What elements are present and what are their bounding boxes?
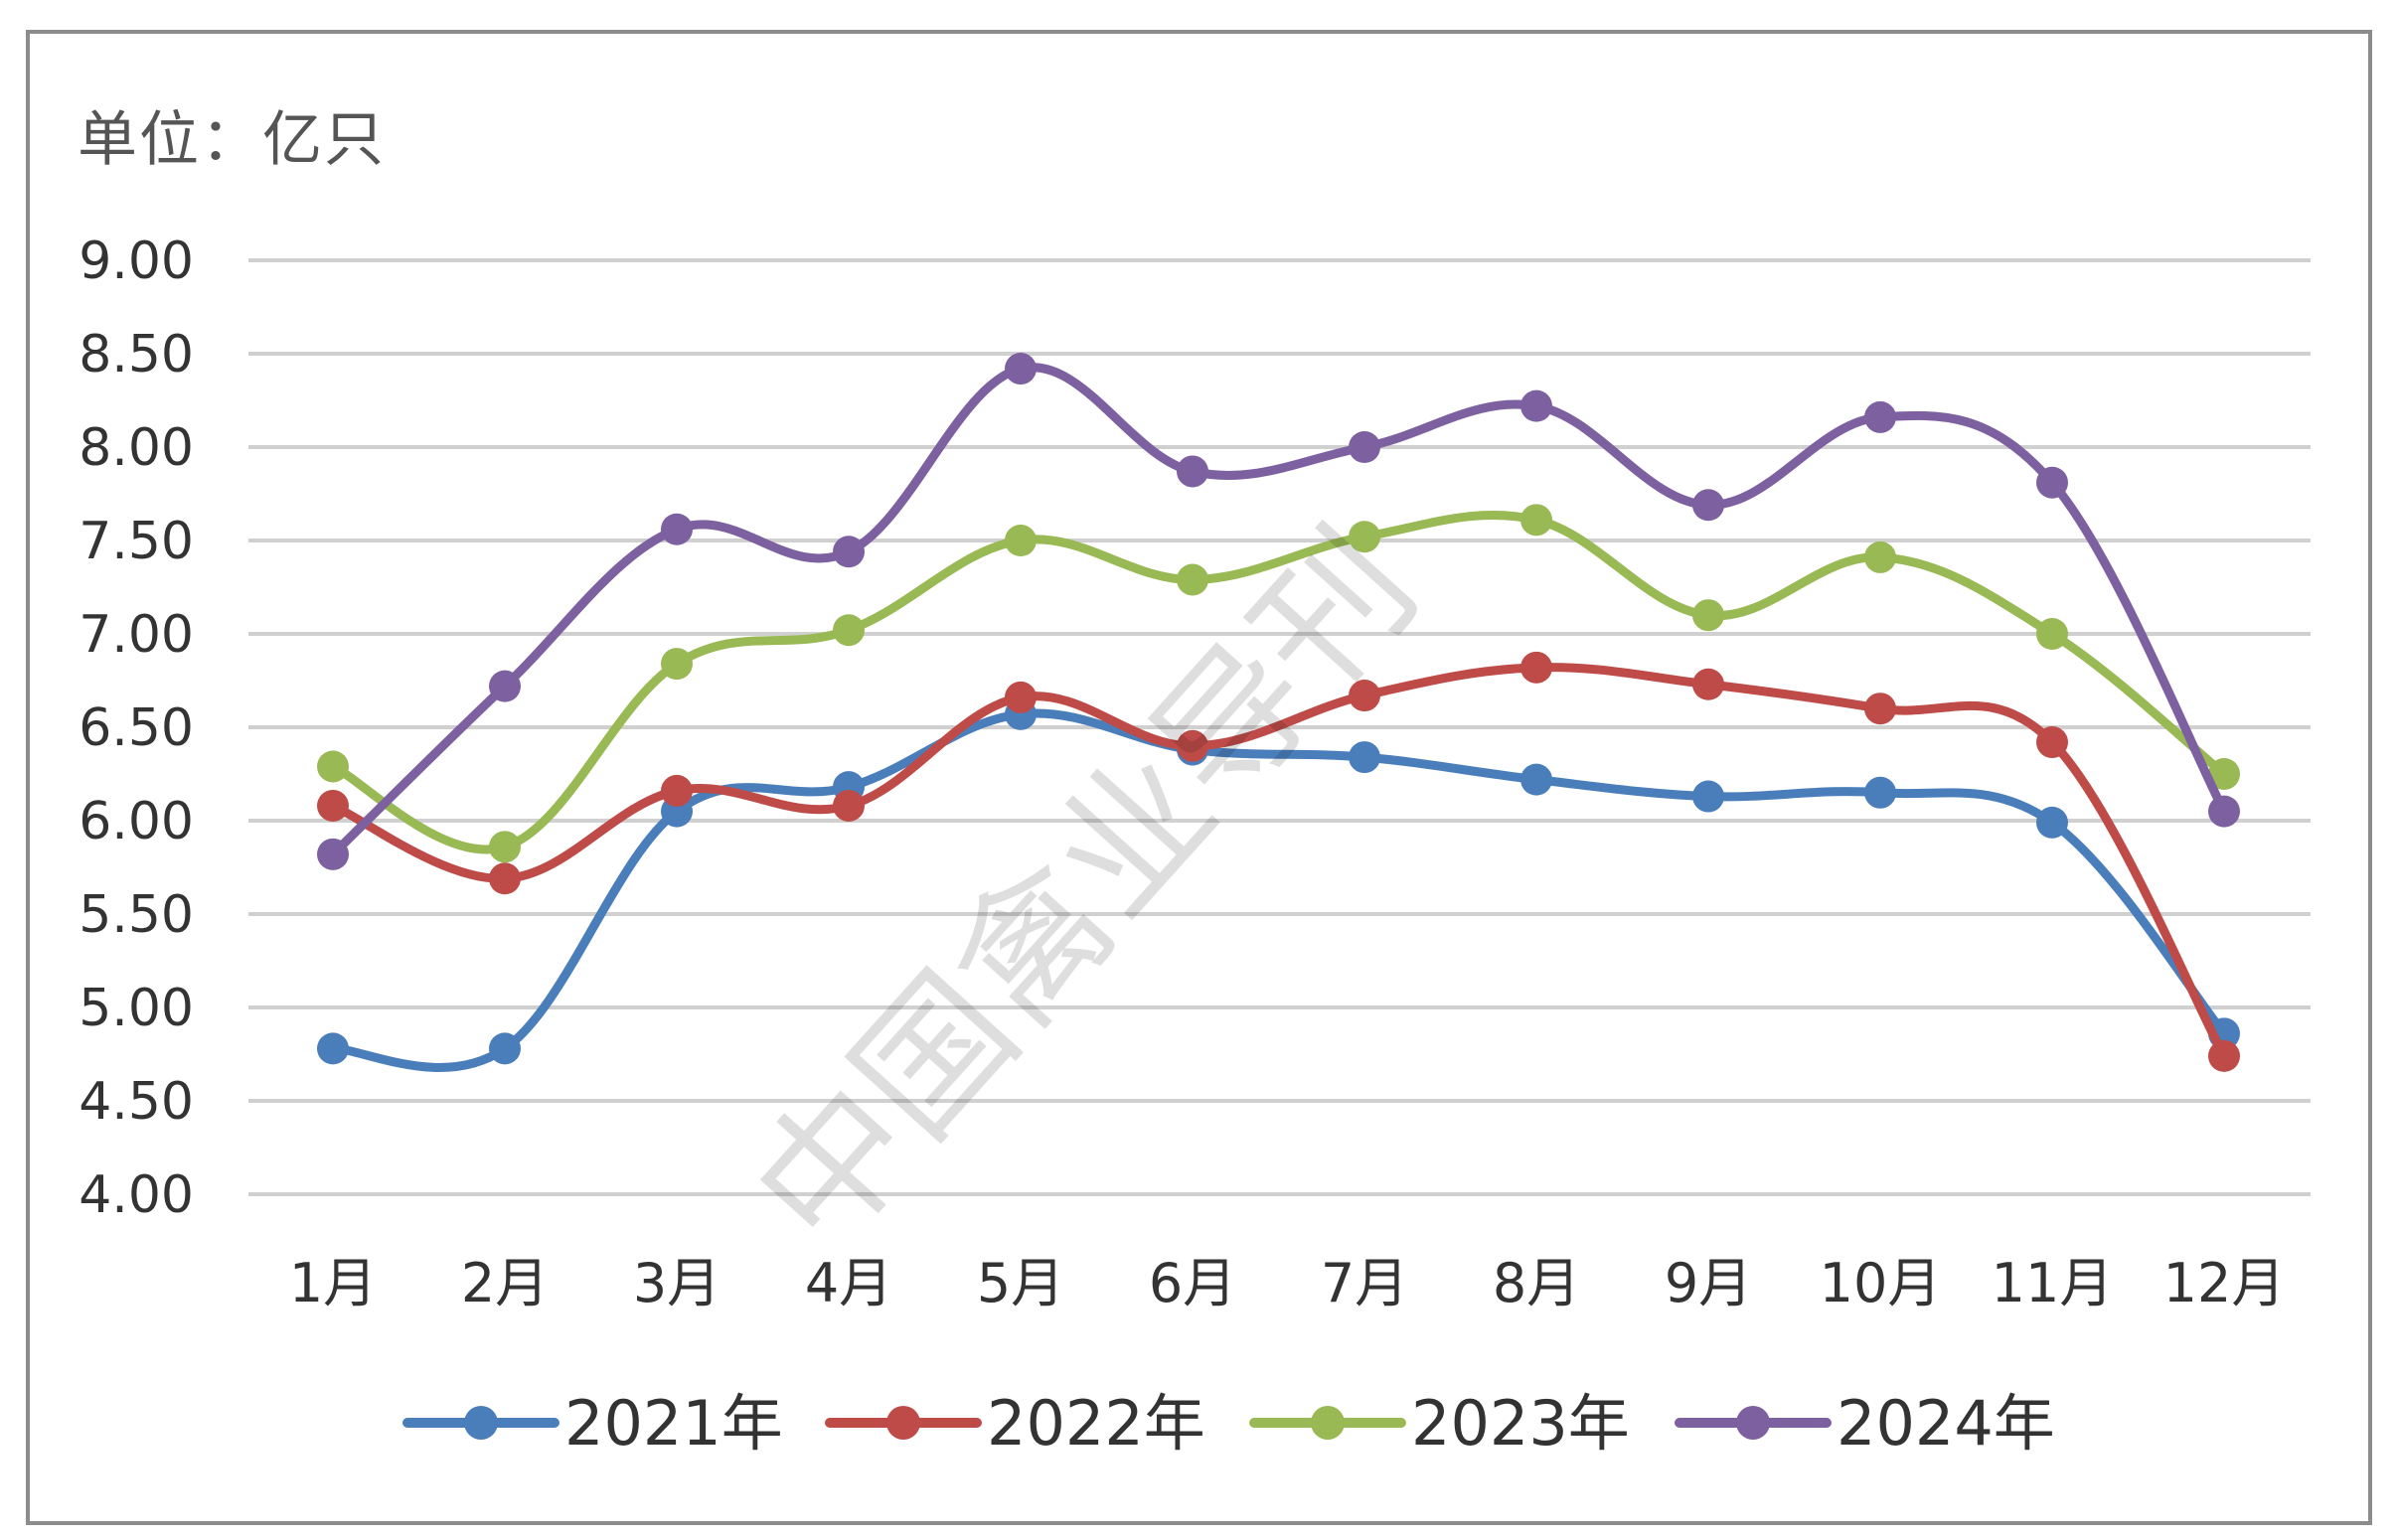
y-tick-label: 8.50 (79, 325, 194, 385)
series-2022年 (317, 651, 2240, 1072)
data-point (833, 614, 865, 647)
x-tick-label: 8月 (1493, 1252, 1580, 1314)
x-tick-label: 4月 (805, 1252, 892, 1314)
legend-item: 2021年 (402, 1387, 783, 1460)
data-point (1177, 455, 1208, 488)
data-point (833, 536, 865, 568)
data-point (2036, 806, 2068, 839)
legend-item: 2022年 (825, 1387, 1205, 1460)
data-point (1520, 504, 1552, 537)
data-point (489, 670, 521, 702)
x-tick-label: 3月 (633, 1252, 720, 1314)
y-axis-ticks: 4.00 4.50 5.00 5.50 6.00 6.50 7.00 7.50 8.00 8.50… (79, 231, 194, 1225)
data-point (489, 1032, 521, 1065)
x-tick-label: 2月 (461, 1252, 549, 1314)
data-point (661, 774, 693, 807)
x-tick-label: 7月 (1321, 1252, 1408, 1314)
data-point (833, 789, 865, 822)
y-tick-label: 8.00 (79, 418, 194, 478)
watermark-text: 中国禽业导刊 (721, 500, 1449, 1280)
x-tick-label: 6月 (1149, 1252, 1236, 1314)
x-tick-label: 5月 (977, 1252, 1064, 1314)
series-group (317, 353, 2240, 1072)
data-point (1520, 651, 1552, 684)
x-tick-label: 9月 (1665, 1252, 1752, 1314)
data-point (1349, 680, 1380, 712)
y-tick-label: 5.00 (79, 979, 194, 1038)
data-point (1349, 741, 1380, 774)
data-point (317, 789, 349, 822)
legend-item: 2024年 (1675, 1387, 2055, 1460)
unit-label: 单位：亿只 (78, 105, 386, 175)
data-point (1005, 681, 1037, 713)
data-point (1864, 776, 1896, 809)
legend-swatch-marker (886, 1406, 920, 1440)
data-point (1520, 389, 1552, 422)
data-point (1177, 563, 1208, 596)
data-point (1349, 521, 1380, 553)
data-point (1005, 353, 1037, 385)
data-point (2036, 618, 2068, 650)
y-tick-label: 6.00 (79, 792, 194, 851)
data-point (2208, 795, 2240, 828)
series-2024年 (317, 353, 2240, 870)
data-point (1177, 729, 1208, 762)
data-point (1864, 693, 1896, 725)
legend-label: 2024年 (1837, 1387, 2055, 1460)
data-point (489, 831, 521, 863)
data-point (1692, 599, 1724, 632)
series-line (328, 511, 2229, 854)
x-tick-label: 10月 (1820, 1252, 1942, 1314)
y-tick-label: 6.50 (79, 698, 194, 758)
legend-swatch-marker (464, 1406, 498, 1440)
legend-label: 2023年 (1411, 1387, 1630, 1460)
data-point (1005, 525, 1037, 556)
data-point (661, 648, 693, 681)
y-tick-label: 9.00 (79, 231, 194, 291)
data-point (1864, 400, 1896, 433)
data-point (2036, 726, 2068, 759)
data-point (2208, 758, 2240, 790)
legend-swatch-marker (1311, 1406, 1345, 1440)
data-point (317, 750, 349, 783)
data-point (317, 1032, 349, 1065)
legend-swatch-marker (1736, 1406, 1770, 1440)
data-point (1520, 763, 1552, 796)
data-point (1692, 668, 1724, 700)
series-line (328, 363, 2229, 859)
y-tick-label: 7.50 (79, 512, 194, 571)
data-point (489, 862, 521, 895)
data-point (2036, 466, 2068, 499)
data-point (317, 838, 349, 870)
x-axis-ticks: 1月 2月 3月 4月 5月 6月 7月 8月 9月 10月 11月 12月 (289, 1252, 2286, 1314)
y-tick-label: 4.00 (79, 1165, 194, 1225)
legend-label: 2022年 (987, 1387, 1205, 1460)
series-2023年 (317, 504, 2240, 863)
x-tick-label: 11月 (1992, 1252, 2114, 1314)
x-tick-label: 12月 (2163, 1252, 2286, 1314)
data-point (661, 513, 693, 545)
series-line (328, 708, 2229, 1072)
data-point (1349, 431, 1380, 463)
x-tick-label: 1月 (289, 1252, 377, 1314)
data-point (1864, 540, 1896, 573)
data-point (1692, 780, 1724, 813)
legend-item: 2023年 (1249, 1387, 1630, 1460)
legend-label: 2021年 (564, 1387, 783, 1460)
data-point (1692, 489, 1724, 522)
data-point (2208, 1039, 2240, 1072)
y-tick-label: 5.50 (79, 885, 194, 945)
legend: 2021年 2022年 2023年 2024年 (402, 1387, 2055, 1460)
y-tick-label: 7.00 (79, 605, 194, 665)
y-tick-label: 4.50 (79, 1072, 194, 1132)
series-line (328, 663, 2229, 1061)
